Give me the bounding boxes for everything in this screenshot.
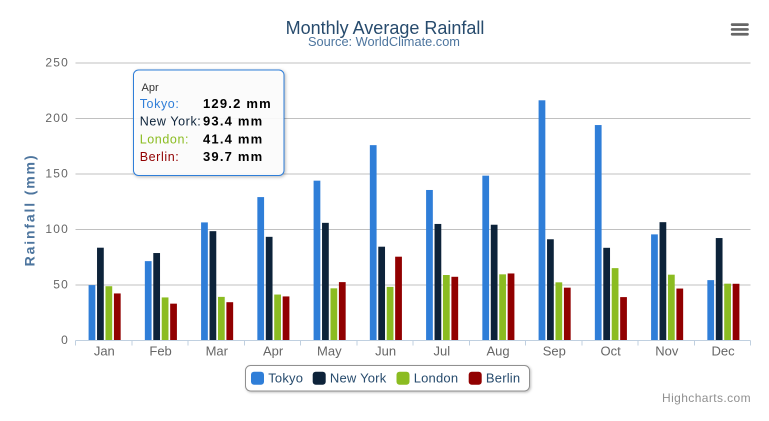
svg-text:Monthly Average Rainfall: Monthly Average Rainfall bbox=[286, 18, 485, 38]
svg-text:50: 50 bbox=[53, 278, 69, 292]
svg-text:93.4 mm: 93.4 mm bbox=[203, 114, 263, 129]
svg-text:Source: WorldClimate.com: Source: WorldClimate.com bbox=[308, 34, 460, 49]
svg-text:Jan: Jan bbox=[94, 344, 115, 359]
svg-text:39.7 mm: 39.7 mm bbox=[203, 149, 263, 164]
svg-text:Rainfall (mm): Rainfall (mm) bbox=[22, 154, 38, 267]
svg-text:0: 0 bbox=[61, 333, 69, 347]
svg-text:May: May bbox=[317, 344, 342, 359]
svg-text:150: 150 bbox=[45, 167, 69, 181]
svg-text:Highcharts.com: Highcharts.com bbox=[662, 391, 751, 405]
svg-text:Tokyo:: Tokyo: bbox=[140, 97, 180, 111]
svg-text:Aug: Aug bbox=[487, 344, 510, 359]
svg-text:Apr: Apr bbox=[263, 344, 284, 359]
svg-text:Dec: Dec bbox=[712, 344, 736, 359]
svg-text:Sep: Sep bbox=[543, 344, 566, 359]
svg-text:New York: New York bbox=[330, 370, 387, 385]
svg-text:Berlin:: Berlin: bbox=[140, 150, 180, 164]
svg-text:41.4 mm: 41.4 mm bbox=[203, 131, 263, 146]
svg-text:200: 200 bbox=[45, 111, 69, 125]
svg-text:London:: London: bbox=[140, 132, 189, 146]
svg-text:Oct: Oct bbox=[600, 344, 621, 359]
svg-text:250: 250 bbox=[45, 56, 69, 70]
svg-text:Berlin: Berlin bbox=[486, 370, 520, 385]
svg-text:Nov: Nov bbox=[655, 344, 679, 359]
svg-text:Apr: Apr bbox=[142, 82, 159, 94]
svg-text:New York:: New York: bbox=[140, 115, 202, 129]
svg-text:100: 100 bbox=[45, 222, 69, 236]
svg-text:Tokyo: Tokyo bbox=[268, 370, 303, 385]
svg-text:129.2 mm: 129.2 mm bbox=[203, 96, 272, 111]
svg-text:Feb: Feb bbox=[149, 344, 171, 359]
svg-text:Jun: Jun bbox=[375, 344, 396, 359]
svg-text:Jul: Jul bbox=[433, 344, 450, 359]
svg-text:Mar: Mar bbox=[206, 344, 229, 359]
svg-text:London: London bbox=[414, 370, 459, 385]
